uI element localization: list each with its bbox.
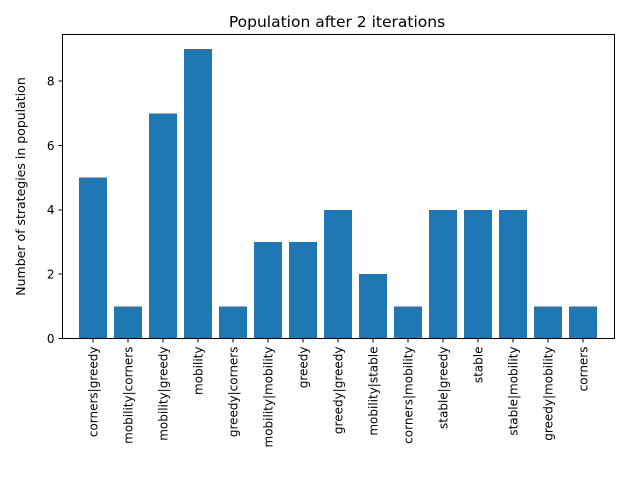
y-axis-label: Number of strategies in population <box>13 77 28 295</box>
axes-frame <box>62 34 615 339</box>
x-tick-label: corners|greedy <box>87 347 101 438</box>
y-axis: 0 2 4 6 8 <box>47 74 63 346</box>
x-tick-label: corners|mobility <box>402 347 416 444</box>
bar-greedy-greedy <box>324 209 352 339</box>
x-tick-label: greedy|mobility <box>542 347 556 441</box>
y-tick-label: 4 <box>47 203 55 217</box>
x-tick-label: stable|greedy <box>437 347 451 429</box>
bars-group <box>79 49 597 339</box>
bar-mobility <box>184 49 212 339</box>
x-tick-label: stable|mobility <box>507 347 521 436</box>
x-tick-label: greedy <box>297 347 311 389</box>
bar-greedy <box>289 242 317 339</box>
y-tick-label: 2 <box>47 268 55 282</box>
y-tick-label: 6 <box>47 139 55 153</box>
bar-stable-greedy <box>429 209 457 339</box>
x-tick-label: greedy|greedy <box>332 347 346 435</box>
bar-mobility-mobility <box>254 242 282 339</box>
x-tick-label: stable <box>472 347 486 384</box>
bar-mobility-stable <box>359 274 387 339</box>
x-tick-label: greedy|corners <box>227 347 241 438</box>
x-tick-label: mobility|mobility <box>262 347 276 448</box>
chart-title: Population after 2 iterations <box>229 13 445 31</box>
bar-corners <box>569 306 597 339</box>
x-tick-label: mobility <box>192 347 206 395</box>
x-tick-label: mobility|greedy <box>157 347 171 441</box>
y-tick-label: 0 <box>47 332 55 346</box>
bar-mobility-greedy <box>149 113 177 339</box>
x-tick-label: mobility|stable <box>367 347 381 436</box>
bar-stable-mobility <box>499 209 527 339</box>
bar-greedy-corners <box>219 306 247 339</box>
x-axis: corners|greedy mobility|corners mobility|g… <box>87 338 591 448</box>
x-tick-label: mobility|corners <box>122 347 136 444</box>
bar-stable <box>464 209 492 339</box>
x-tick-label: corners <box>577 347 591 392</box>
bar-mobility-corners <box>114 306 142 339</box>
y-tick-label: 8 <box>47 74 55 88</box>
bar-corners-greedy <box>79 177 107 339</box>
bar-greedy-mobility <box>534 306 562 339</box>
bar-corners-mobility <box>394 306 422 339</box>
